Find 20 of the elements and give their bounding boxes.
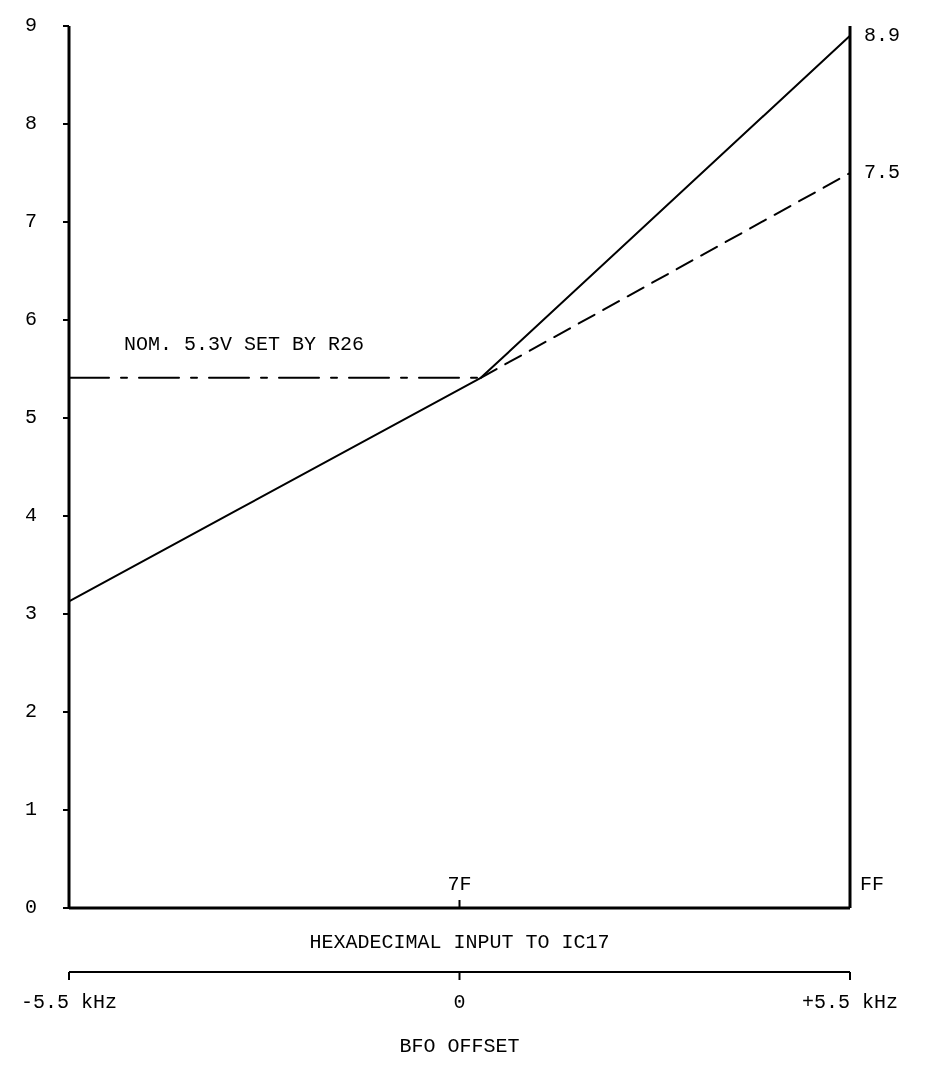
- x-tick-label: -5.5 kHz: [20, 991, 118, 1014]
- data-label: 7.5: [864, 161, 901, 185]
- data-label: 8.9: [864, 24, 901, 48]
- text: FF: [859, 873, 885, 896]
- x2-axis-title: HEXADECIMAL INPUT TO IC17: [309, 931, 610, 954]
- y-tick-label: 3: [24, 602, 38, 626]
- y-tick-label: 6: [24, 308, 38, 332]
- x-axis-title: BFO OFFSET: [399, 1035, 520, 1058]
- y-tick-label: 8: [24, 112, 38, 136]
- y-tick-label: 4: [24, 504, 38, 528]
- x-tick-label: +5.5 kHz: [801, 991, 899, 1014]
- y-tick-label: 5: [24, 406, 38, 430]
- series-label: NOM. 5.3V SET BY R26: [124, 332, 365, 356]
- y-tick-label: 1: [24, 798, 38, 822]
- y-tick-label: 7: [24, 210, 38, 234]
- x-tick-label: 0: [453, 991, 466, 1014]
- y-tick-label: 2: [24, 700, 38, 724]
- y-tick-label: 0: [24, 896, 38, 920]
- annotation: 7F: [447, 873, 472, 896]
- y-tick-label: 9: [24, 14, 38, 38]
